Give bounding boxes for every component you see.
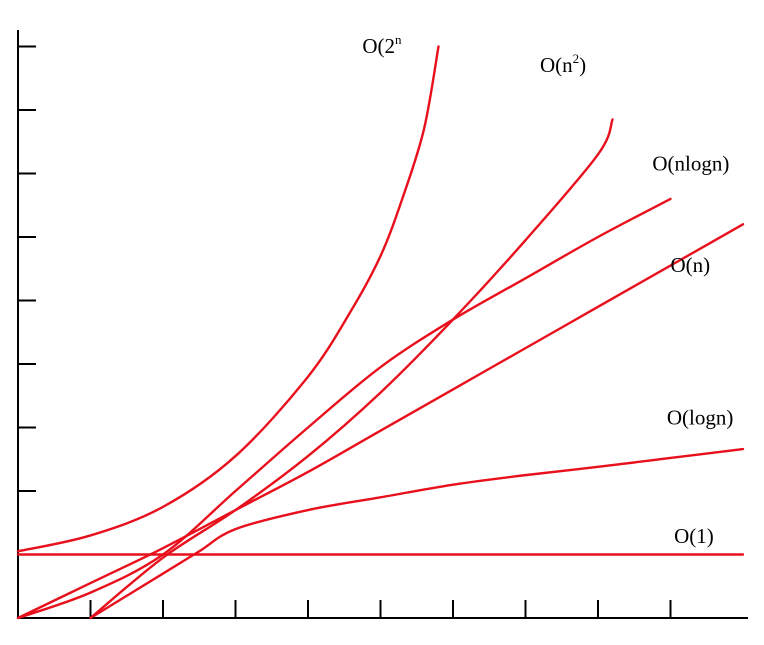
label-o-n: O(n) [671,253,711,277]
label-o-n2: O(n2) [540,51,586,77]
axis-ticks [18,45,672,618]
series-curves [16,45,745,620]
curve-o-n [16,223,745,620]
label-o-nlogn: O(nlogn) [652,151,729,175]
label-o-2n: O(2n [362,32,402,58]
curve-o-nlogn [16,197,672,620]
curve-o-2n [16,45,440,553]
label-o-1: O(1) [674,524,714,548]
label-o-logn: O(logn) [667,405,734,429]
curve-o-logn [89,447,745,620]
series-labels: O(1) O(logn) O(n) O(nlogn) O(n2) O(2n [362,32,733,548]
curve-o-n2 [89,118,614,620]
